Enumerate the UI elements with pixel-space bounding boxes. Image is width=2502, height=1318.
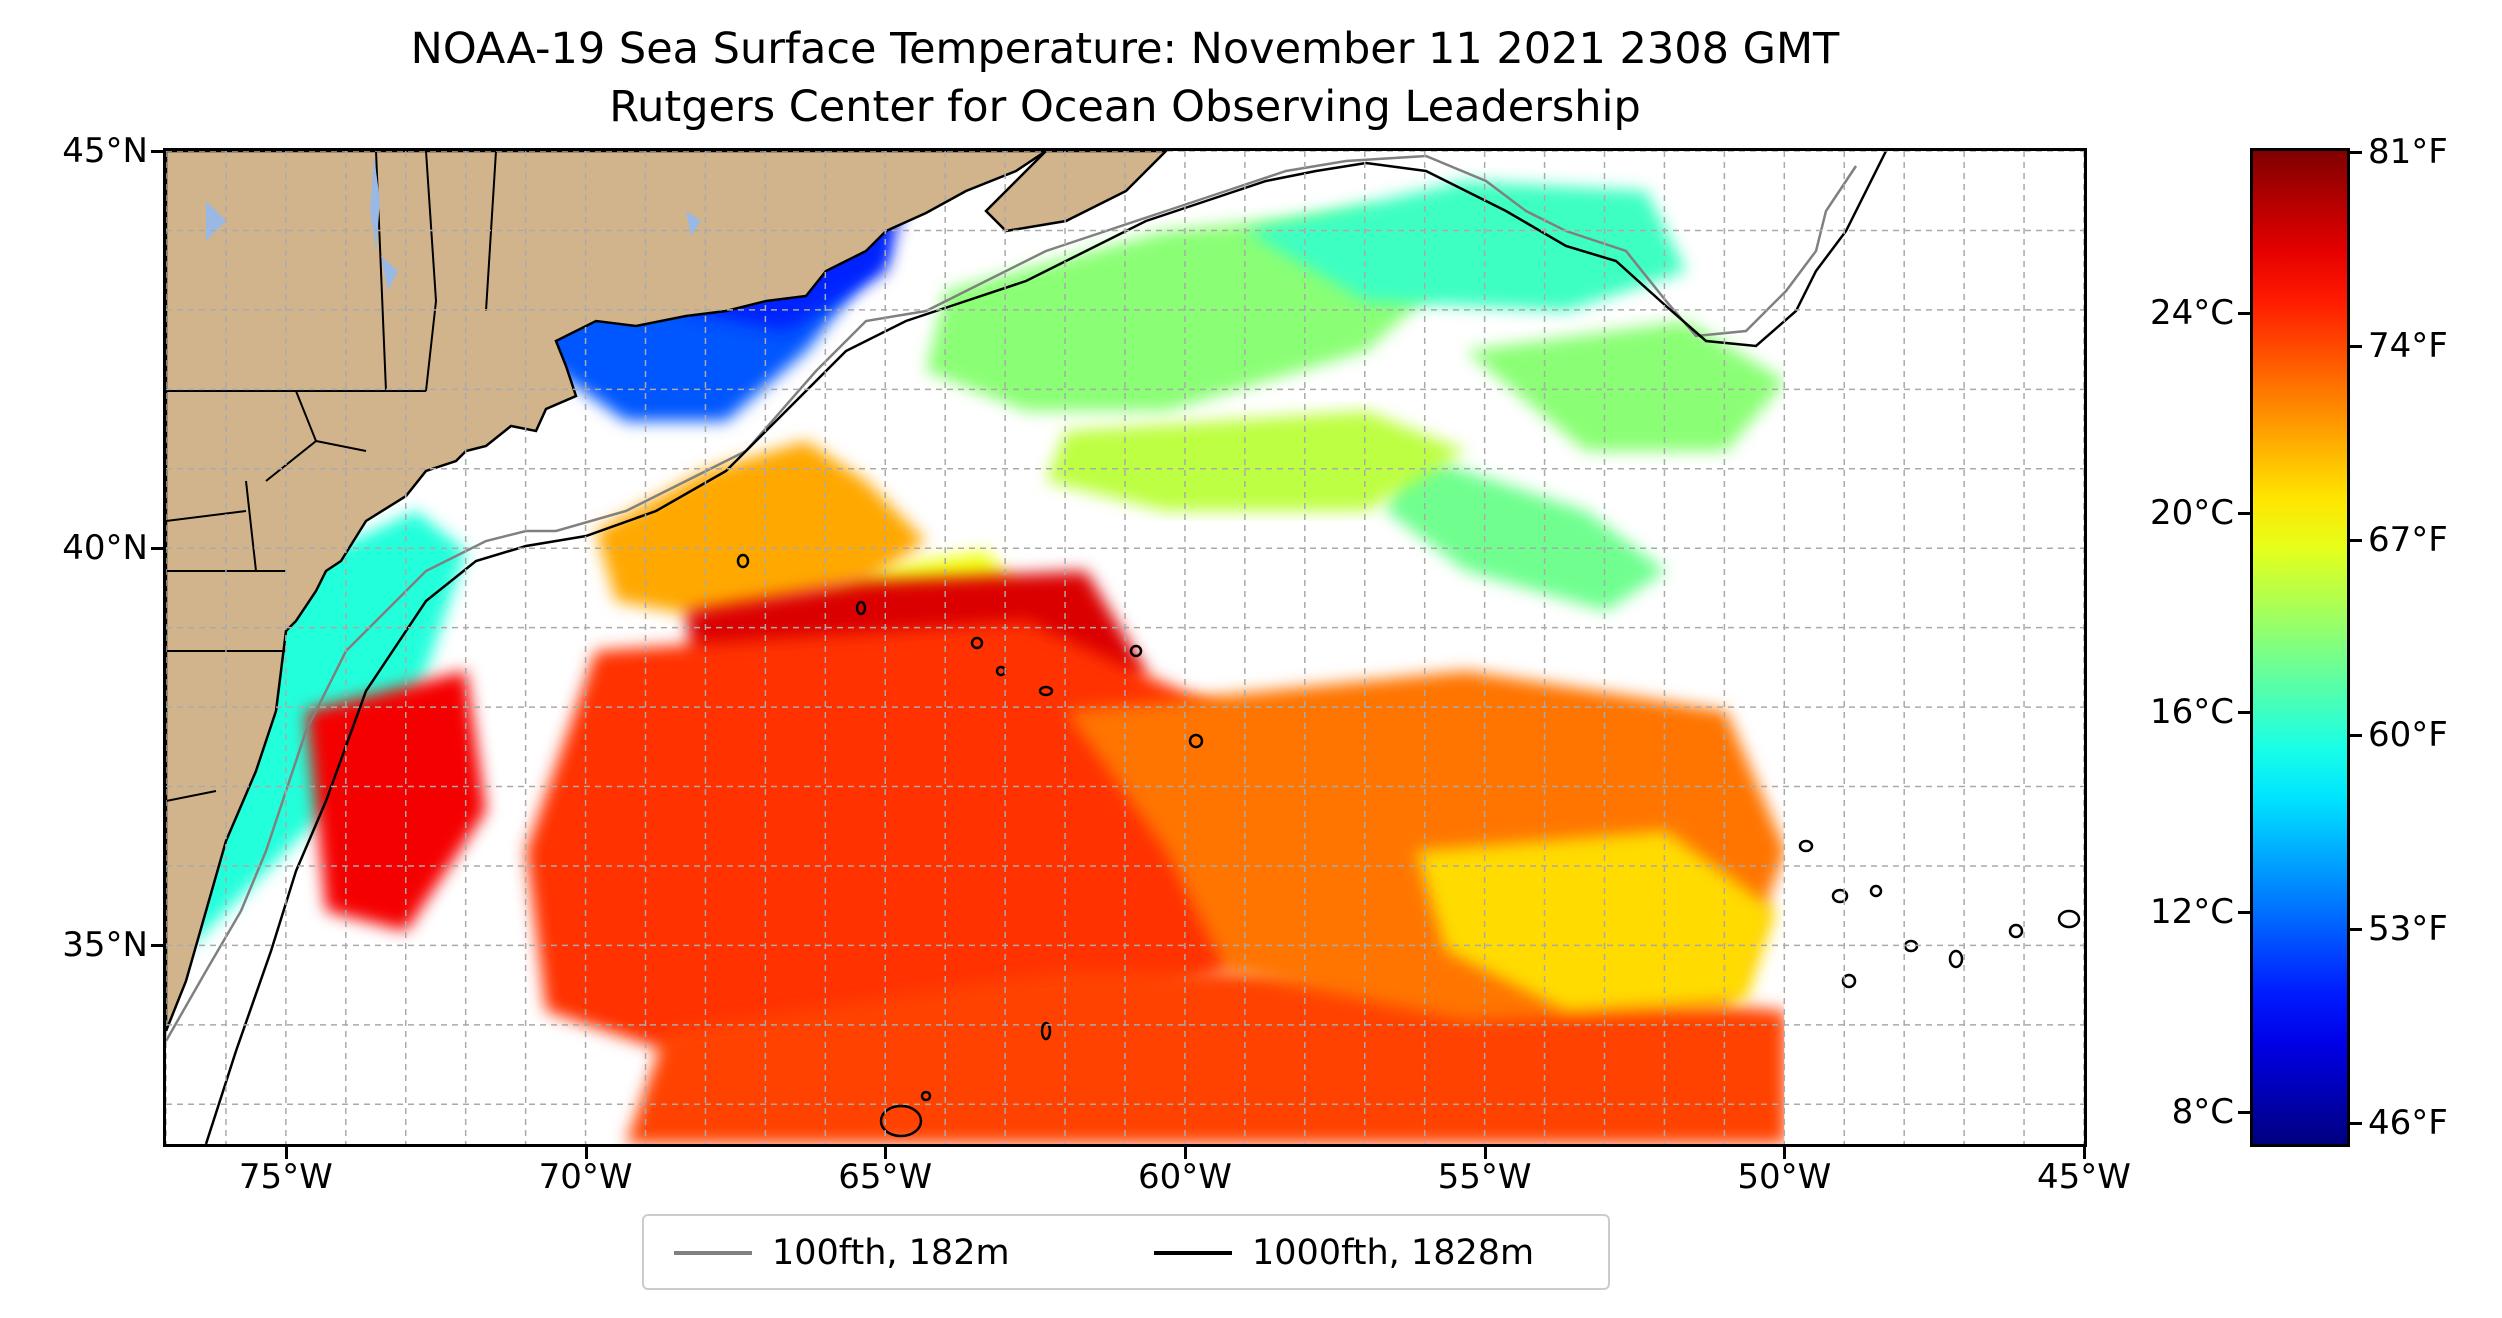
colorbar-fahrenheit-tick	[2350, 150, 2362, 154]
lon-tick-mark	[2083, 1147, 2086, 1159]
lon-tick-label: 65°W	[838, 1157, 933, 1197]
isobath-100fth	[166, 154, 1858, 1042]
colorbar-fahrenheit-label: 81°F	[2368, 131, 2448, 172]
colorbar-fahrenheit-tick	[2350, 345, 2362, 349]
colorbar-fahrenheit-label: 60°F	[2368, 714, 2448, 755]
colorbar-fahrenheit-label: 46°F	[2368, 1103, 2448, 1144]
colorbar-celsius-label: 12°C	[2149, 892, 2234, 933]
temperature-colorbar	[2250, 148, 2350, 1147]
colorbar-fahrenheit-label: 67°F	[2368, 520, 2448, 561]
colorbar-celsius-tick	[2238, 511, 2250, 515]
lon-tick-mark	[884, 1147, 888, 1159]
colorbar-celsius-tick	[2238, 911, 2250, 915]
lon-tick-label: 75°W	[238, 1157, 333, 1197]
lat-tick-label: 45°N	[62, 131, 148, 171]
sst-region	[1466, 321, 1786, 451]
legend-line-1000fth	[1154, 1251, 1232, 1255]
seamount-contours	[736, 553, 2081, 1138]
colorbar-fahrenheit-tick	[2350, 1122, 2362, 1126]
isobath-1000fth	[204, 151, 1888, 1144]
colorbar-fahrenheit-tick	[2350, 539, 2362, 543]
legend-entry-1000fth: 1000fth, 1828m	[1154, 1230, 1534, 1276]
sst-region	[306, 671, 486, 931]
colorbar-celsius-label: 24°C	[2149, 292, 2234, 333]
no-data-mask	[1784, 151, 2084, 1144]
lon-tick-label: 45°W	[2037, 1157, 2131, 1197]
sst-map	[166, 151, 2084, 1144]
colorbar-celsius-label: 16°C	[2149, 692, 2234, 733]
isobath-legend: 100fth, 182m 1000fth, 1828m	[642, 1214, 1610, 1290]
land-nova-scotia	[984, 151, 1168, 233]
lat-tick-label: 40°N	[62, 528, 148, 569]
sst-region	[1046, 411, 1466, 511]
legend-entry-100fth: 100fth, 182m	[674, 1230, 1010, 1276]
lat-tick-label: 35°N	[62, 925, 148, 966]
sst-region	[1416, 831, 1776, 1011]
lon-tick-label: 55°W	[1437, 1157, 1532, 1197]
colorbar-celsius-tick	[2238, 711, 2250, 715]
legend-line-100fth	[674, 1251, 752, 1255]
legend-label-1000fth: 1000fth, 1828m	[1252, 1233, 1535, 1273]
sst-region	[1386, 451, 1666, 611]
lon-tick-mark	[284, 1147, 288, 1159]
sst-region	[1246, 181, 1686, 311]
colorbar-celsius-label: 8°C	[2171, 1092, 2234, 1133]
lake-champlain	[370, 156, 380, 251]
colorbar-celsius-label: 20°C	[2149, 492, 2234, 533]
lat-tick-mark	[151, 944, 163, 948]
lon-tick-mark	[1483, 1147, 1487, 1159]
lon-tick-mark	[584, 1147, 588, 1159]
lon-tick-mark	[1183, 1147, 1187, 1159]
figure-subtitle: Rutgers Center for Ocean Observing Leade…	[609, 82, 1641, 132]
colorbar-celsius-tick	[2238, 311, 2250, 315]
colorbar-fahrenheit-label: 74°F	[2368, 326, 2448, 367]
lake-moosehead	[686, 211, 701, 236]
lake-reservoir	[381, 256, 398, 291]
legend-label-100fth: 100fth, 182m	[772, 1233, 1010, 1273]
lon-tick-mark	[1783, 1147, 1787, 1159]
map-panel	[163, 148, 2087, 1147]
colorbar-fahrenheit-tick	[2350, 733, 2362, 737]
lon-tick-label: 60°W	[1137, 1157, 1232, 1197]
colorbar-celsius-tick	[2238, 1111, 2250, 1115]
colorbar-fahrenheit-tick	[2350, 927, 2362, 931]
lon-tick-label: 70°W	[538, 1157, 633, 1197]
map-gridlines	[166, 151, 2084, 1144]
lat-tick-mark	[151, 150, 163, 153]
lon-tick-label: 50°W	[1737, 1157, 1832, 1197]
figure-title: NOAA-19 Sea Surface Temperature: Novembe…	[410, 24, 1840, 74]
colorbar-fahrenheit-label: 53°F	[2368, 908, 2448, 949]
lat-tick-mark	[151, 547, 163, 551]
